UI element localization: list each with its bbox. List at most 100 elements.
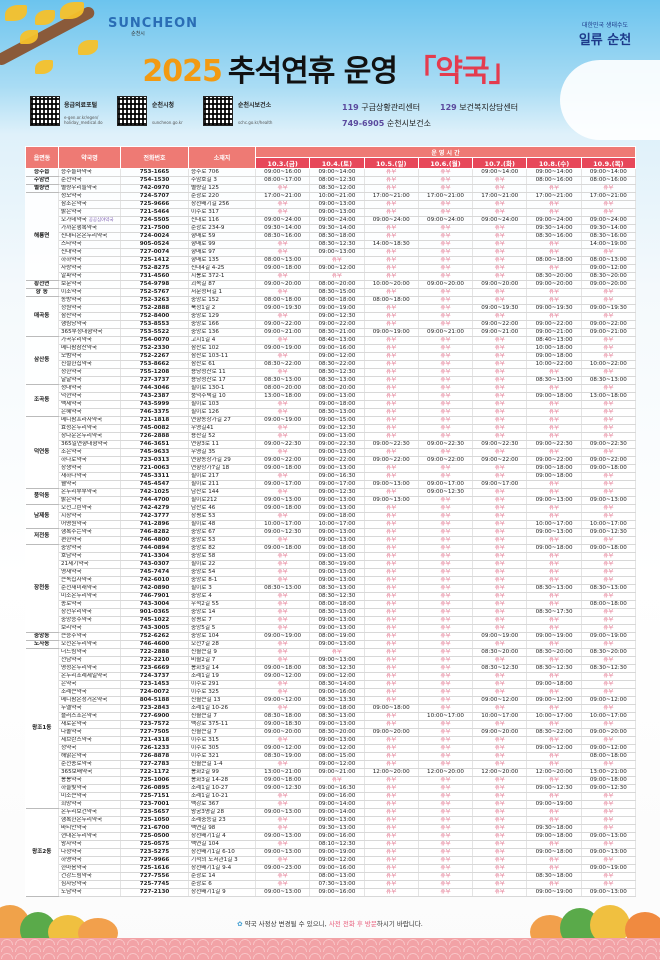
phone-number: 725-7151: [120, 792, 189, 801]
hours-cell: 휴무: [418, 736, 474, 745]
pharmacy-name-text: 순천종로약국: [61, 761, 92, 767]
pharmacy-name: 덕현약국: [58, 392, 121, 401]
pharmacy-name: 효성온누리약국: [58, 424, 121, 433]
hours-cell: 08:30~14:00: [309, 680, 365, 689]
address: 삼산로 103-11: [188, 352, 256, 361]
hours-cell: 13:00~18:00: [255, 392, 311, 401]
phone-number: 742-0970: [120, 184, 189, 193]
hours-cell: 휴무: [364, 352, 419, 361]
pharmacy-name: 가곡우리약국: [58, 336, 121, 345]
hours-cell: 휴무: [472, 408, 528, 417]
hours-cell: 08:30~20:00: [526, 272, 582, 281]
hours-cell: 휴무: [581, 336, 637, 345]
hours-cell: 휴무: [581, 792, 637, 801]
hours-cell: 휴무: [364, 848, 419, 857]
pharmacy-name: 성대약국: [58, 384, 121, 393]
phone-number: 752-2888: [120, 304, 189, 313]
hours-cell: 09:00~16:00: [309, 832, 365, 841]
phone-number: 721-4318: [120, 736, 189, 745]
qr-link-health-center[interactable]: 순천시보건소 schc.go.kr/health: [238, 100, 272, 125]
address: 필이로 48: [188, 520, 256, 529]
hours-cell: 08:30~21:00: [309, 328, 365, 337]
hours-cell: 휴무: [364, 872, 419, 881]
hours-cell: 09:00~16:00: [255, 168, 311, 177]
pharmacy-name: 성모약국: [58, 192, 121, 201]
pharmacy-name: 새하나약국: [58, 472, 121, 481]
hours-cell: 09:00~13:00: [581, 888, 637, 897]
hours-cell: 휴무: [526, 808, 582, 817]
hours-cell: 휴무: [526, 760, 582, 769]
pharmacy-name-text: 장생약국: [61, 465, 82, 471]
hours-cell: 휴무: [418, 232, 474, 241]
hours-cell: 09:30~14:00: [526, 224, 582, 233]
hours-cell: 10:00~17:00: [418, 712, 474, 721]
pharmacy-name: 다정약국: [58, 848, 121, 857]
hours-cell: 휴무: [364, 864, 419, 873]
hours-cell: 휴무: [255, 624, 311, 633]
hours-cell: 09:00~16:00: [309, 888, 365, 897]
header-address: 소재지: [188, 146, 256, 169]
qr-link-egen[interactable]: 응급의료포털 e-gen.or.kr/egen/ holiday_medical…: [64, 100, 104, 125]
pharmacy-name: 친절한집약국: [58, 360, 121, 369]
pharmacy-name: 보문약국: [58, 280, 121, 289]
hours-cell: 09:00~18:00: [526, 392, 582, 401]
pharmacy-name-text: 하늘빛약국: [61, 785, 87, 791]
hours-cell: 10:00~17:00: [581, 520, 637, 529]
phone-number: 752-5767: [120, 288, 189, 297]
qr-code-icon[interactable]: [30, 96, 60, 126]
qr-link-city[interactable]: 순천시청 suncheon.go.kr: [152, 100, 183, 125]
address: 필이로 3: [188, 584, 256, 593]
hours-cell: 09:00~12:30: [309, 424, 365, 433]
table-row: 장천우리약국 901-0365 중앙로 14 휴무 08:30~13:00 휴무 휴무 휴무 0…: [26, 608, 637, 617]
pharmacy-name: 행복한온누리약국: [58, 816, 121, 825]
table-row: 승주읍 승주들마약국 753-1665 승주로 706 09:00~16:00 09:00…: [25, 168, 637, 177]
hours-cell: 휴무: [364, 656, 419, 665]
hours-cell: 휴무: [526, 720, 582, 729]
hours-cell: 휴무: [364, 736, 419, 745]
phone-number: 752-2267: [120, 352, 189, 361]
table-row: 하하약국 725-1412 향매로 135 08:00~13:00 휴무 휴무 휴무 휴무 08…: [26, 256, 637, 265]
hours-cell: 휴무: [255, 288, 311, 297]
hours-cell: 08:30~19:00: [309, 560, 365, 569]
pharmacy-name: 승주들마약국: [58, 168, 121, 177]
pharmacy-name-text: 백제약국: [61, 401, 82, 407]
qr-code-icon[interactable]: [203, 96, 233, 126]
address: 우석2길 55: [188, 600, 256, 609]
hours-cell: 휴무: [418, 400, 474, 409]
hours-cell: 08:30~15:00: [309, 288, 365, 297]
hours-cell: 휴무: [418, 688, 474, 697]
title-highlight: 「약국」: [406, 54, 518, 89]
hours-cell: 09:00~12:00: [309, 856, 365, 865]
hours-cell: 08:00~20:00: [309, 384, 365, 393]
pharmacy-name: 365보배약국: [58, 768, 121, 777]
hours-cell: 휴무: [364, 560, 419, 569]
pharmacy-name: 동방약국: [58, 296, 121, 305]
table-row: 가까운행복약국 721-7500 순광로 234-9 09:30~14:00 09:30…: [26, 224, 637, 233]
address: 봉화3길 14-28: [188, 776, 256, 785]
pharmacy-name-text: 현대온누리약국: [61, 833, 98, 839]
hours-cell: 09:00~22:00: [526, 320, 582, 329]
hours-cell: 09:00~13:00: [309, 432, 365, 441]
pharmacy-name-text: 365부정대형약국: [61, 329, 103, 335]
hours-cell: 휴무: [526, 480, 582, 489]
hours-cell: 휴무: [581, 312, 637, 321]
phone-number: 727-2130: [120, 888, 189, 897]
table-row: 중앙승주약국 745-1022 장평로 7 휴무 09:00~13:00 휴무 휴무 휴무 휴무…: [26, 616, 637, 625]
hours-cell: 08:30~12:30: [581, 664, 637, 673]
address: 순광로 6: [188, 880, 256, 889]
address: 향매로 135: [188, 256, 256, 265]
hours-cell: 휴무: [581, 656, 637, 665]
phone-number: 727-7556: [120, 872, 189, 881]
address: 지봉로 372-1: [188, 272, 256, 281]
hours-cell: 휴무: [581, 480, 637, 489]
address: 주암호길 3: [188, 176, 256, 185]
hours-cell: 09:00~22:00: [526, 456, 582, 465]
hours-cell: 17:00~21:00: [472, 192, 528, 201]
phone-number: 723-6669: [120, 664, 189, 673]
address: 남산로 46: [188, 504, 256, 513]
hours-cell: 휴무: [581, 672, 637, 681]
table-row: 전남약국 722-2210 비월2길 7 휴무 09:00~13:00 휴무 휴무 휴무 휴무 휴…: [26, 656, 637, 665]
hours-cell: 휴무: [364, 672, 419, 681]
hours-cell: 08:30~22:00: [255, 360, 311, 369]
qr-code-icon[interactable]: [117, 96, 147, 126]
